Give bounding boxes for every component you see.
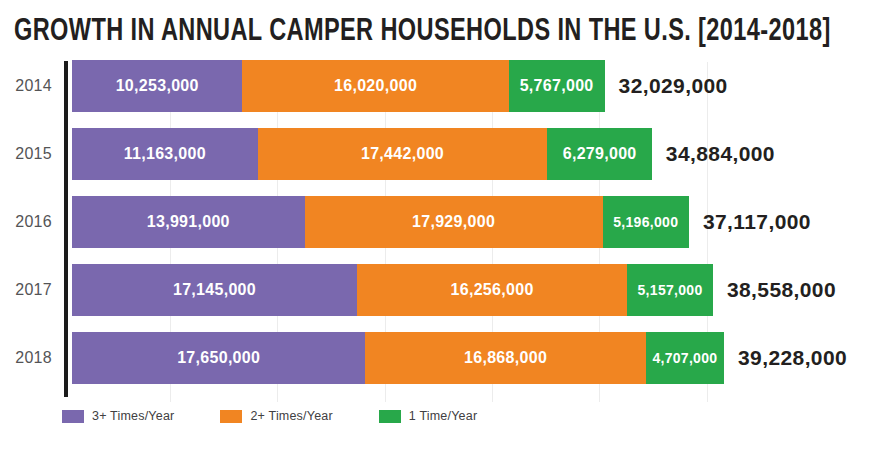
year-label: 2017	[14, 281, 52, 299]
bar-segment: 4,707,000	[646, 332, 724, 384]
y-axis-line	[64, 61, 68, 397]
bar-segment: 5,767,000	[509, 60, 605, 112]
chart-row: 2018 17,650,000 16,868,000 4,707,000 39,…	[14, 332, 860, 384]
bar-segment-value: 6,279,000	[563, 145, 637, 163]
camper-growth-chart: GROWTH IN ANNUAL CAMPER HOUSEHOLDS IN TH…	[0, 0, 874, 452]
bar-segment-value: 10,253,000	[116, 77, 199, 95]
bar-segment-value: 13,991,000	[147, 213, 230, 231]
bar-segment-value: 17,650,000	[177, 349, 260, 367]
bar-segment: 11,163,000	[72, 128, 258, 180]
legend-swatch	[379, 410, 401, 423]
bar-segment: 5,157,000	[627, 264, 713, 316]
chart-row: 2017 17,145,000 16,256,000 5,157,000 38,…	[14, 264, 860, 316]
legend-item: 3+ Times/Year	[62, 409, 174, 423]
chart-rows: 2014 10,253,000 16,020,000 5,767,000 32,…	[14, 60, 860, 384]
bar-segment: 17,929,000	[305, 196, 603, 248]
stacked-bar: 17,650,000 16,868,000 4,707,000	[72, 332, 724, 384]
total-label: 37,117,000	[703, 210, 811, 234]
bar-segment: 16,256,000	[357, 264, 627, 316]
year-label: 2014	[14, 77, 52, 95]
bar-segment-value: 5,157,000	[638, 282, 703, 298]
year-label: 2015	[14, 145, 52, 163]
legend-label: 1 Time/Year	[409, 409, 477, 423]
bar-segment: 17,650,000	[72, 332, 365, 384]
legend-label: 2+ Times/Year	[250, 409, 332, 423]
stacked-bar: 11,163,000 17,442,000 6,279,000	[72, 128, 652, 180]
total-label: 38,558,000	[727, 278, 836, 302]
bar-segment-value: 4,707,000	[652, 350, 717, 366]
bar-segment-value: 17,929,000	[412, 213, 495, 231]
bar-segment-value: 5,196,000	[613, 214, 678, 230]
legend-item: 1 Time/Year	[379, 409, 477, 423]
legend-item: 2+ Times/Year	[220, 409, 332, 423]
chart-row: 2014 10,253,000 16,020,000 5,767,000 32,…	[14, 60, 860, 112]
bar-segment-value: 17,442,000	[361, 145, 444, 163]
chart-row: 2016 13,991,000 17,929,000 5,196,000 37,…	[14, 196, 860, 248]
year-label: 2018	[14, 349, 52, 367]
total-label: 32,029,000	[619, 74, 728, 98]
bar-segment: 6,279,000	[547, 128, 651, 180]
bar-segment: 13,991,000	[72, 196, 305, 248]
stacked-bar: 10,253,000 16,020,000 5,767,000	[72, 60, 605, 112]
bar-segment-value: 11,163,000	[124, 145, 206, 163]
chart-title: GROWTH IN ANNUAL CAMPER HOUSEHOLDS IN TH…	[14, 12, 874, 46]
bar-segment-value: 16,020,000	[334, 77, 417, 95]
bar-segment-value: 17,145,000	[173, 281, 256, 299]
bar-segment-value: 5,767,000	[520, 77, 594, 95]
bar-segment: 16,868,000	[365, 332, 645, 384]
stacked-bar: 17,145,000 16,256,000 5,157,000	[72, 264, 713, 316]
bar-chart-area: 2014 10,253,000 16,020,000 5,767,000 32,…	[14, 60, 860, 396]
total-label: 39,228,000	[738, 346, 847, 370]
bar-segment: 17,442,000	[258, 128, 548, 180]
bar-segment: 17,145,000	[72, 264, 357, 316]
bar-segment: 10,253,000	[72, 60, 242, 112]
chart-legend: 3+ Times/Year 2+ Times/Year 1 Time/Year	[62, 409, 477, 423]
stacked-bar: 13,991,000 17,929,000 5,196,000	[72, 196, 689, 248]
bar-segment: 16,020,000	[242, 60, 508, 112]
chart-row: 2015 11,163,000 17,442,000 6,279,000 34,…	[14, 128, 860, 180]
legend-label: 3+ Times/Year	[92, 409, 174, 423]
bar-segment: 5,196,000	[603, 196, 689, 248]
chart-title-text: GROWTH IN ANNUAL CAMPER HOUSEHOLDS IN TH…	[14, 12, 831, 48]
legend-swatch	[220, 410, 242, 423]
total-label: 34,884,000	[666, 142, 775, 166]
bar-segment-value: 16,256,000	[451, 281, 534, 299]
legend-swatch	[62, 410, 84, 423]
bar-segment-value: 16,868,000	[464, 349, 547, 367]
year-label: 2016	[14, 213, 52, 231]
